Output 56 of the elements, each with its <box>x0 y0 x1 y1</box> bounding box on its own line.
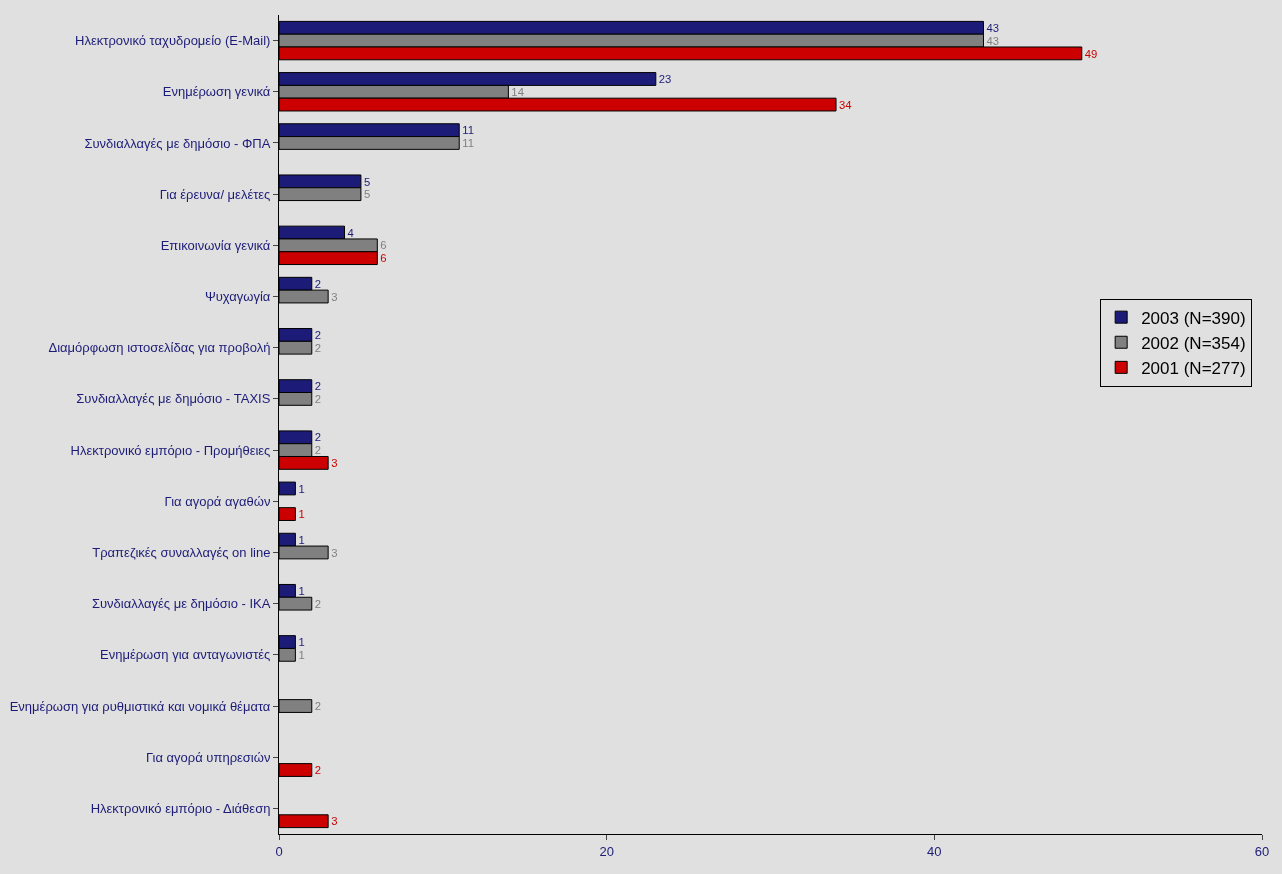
data-label: 11 <box>462 137 474 150</box>
data-label: 2 <box>314 277 322 290</box>
legend-label: 2003 (N=390) <box>1141 308 1246 328</box>
y-tick-label: Ηλεκτρονικό εμπόριο - Διάθεση <box>90 800 271 816</box>
data-label: 4 <box>347 226 354 239</box>
data-label: 2 <box>314 341 322 354</box>
legend-label: 2001 (N=277) <box>1141 358 1246 378</box>
data-label: 3 <box>331 546 338 559</box>
data-label: 49 <box>1084 47 1098 60</box>
data-label: 5 <box>363 188 371 201</box>
data-label: 2 <box>314 329 322 342</box>
data-label: 43 <box>986 34 1000 47</box>
x-tick-label: 0 <box>275 843 283 859</box>
data-label: 6 <box>380 252 387 265</box>
y-tick-label: Ενημέρωση για ανταγωνιστές <box>100 647 271 663</box>
x-tick-label: 60 <box>1254 843 1270 859</box>
data-label: 3 <box>331 290 338 303</box>
y-tick-label: Ηλεκτρονικό ταχυδρομείο (E-Mail) <box>75 33 271 49</box>
data-label: 14 <box>511 85 524 98</box>
y-tick-label: Ηλεκτρονικό εμπόριο - Προμήθειες <box>70 442 271 458</box>
y-tick-label: Συνδιαλλαγές με δημόσιο - TAXIS <box>76 391 271 407</box>
data-label: 1 <box>298 508 305 521</box>
data-label: 3 <box>331 457 338 470</box>
data-label: 2 <box>314 444 322 457</box>
y-tick-label: Επικοινωνία γενικά <box>160 237 271 253</box>
y-tick-label: Για έρευνα/ μελέτες <box>159 186 271 202</box>
data-label: 2 <box>314 431 322 444</box>
x-tick-label: 20 <box>599 843 614 859</box>
data-label: 23 <box>658 73 672 86</box>
data-label: 1 <box>298 533 305 546</box>
y-tick-label: Διαμόρφωση ιστοσελίδας για προβολή <box>48 340 271 356</box>
legend-label: 2002 (N=354) <box>1141 333 1246 353</box>
x-tick-label: 40 <box>927 843 942 859</box>
data-label: 1 <box>298 648 305 661</box>
data-label: 2 <box>314 380 322 393</box>
data-label: 43 <box>986 21 1000 34</box>
data-label: 2 <box>314 764 322 777</box>
data-label: 2 <box>314 393 322 406</box>
y-tick-label: Ενημέρωση για ρυθμιστικά και νομικά θέματα <box>9 698 271 714</box>
data-label: 5 <box>363 175 371 188</box>
data-label: 2 <box>314 700 322 713</box>
data-label: 1 <box>298 636 305 649</box>
y-tick-label: Ψυχαγωγία <box>204 289 271 305</box>
data-label: 11 <box>462 124 474 137</box>
data-label: 1 <box>298 482 305 495</box>
y-tick-label: Συνδιαλλαγές με δημόσιο - ΦΠΑ <box>84 135 271 151</box>
data-label: 34 <box>839 98 852 111</box>
y-tick-label: Συνδιαλλαγές με δημόσιο - ΙΚΑ <box>91 596 271 612</box>
y-tick-label: Τραπεζικές συναλλαγές on line <box>92 545 271 561</box>
y-tick-label: Ενημέρωση γενικά <box>162 84 271 100</box>
y-tick-label: Για αγορά αγαθών <box>164 493 271 509</box>
data-label: 6 <box>380 239 387 252</box>
data-label: 2 <box>314 597 322 610</box>
data-label: 3 <box>331 815 338 828</box>
data-label: 1 <box>298 585 305 597</box>
y-tick-label: Για αγορά υπηρεσιών <box>145 749 271 765</box>
